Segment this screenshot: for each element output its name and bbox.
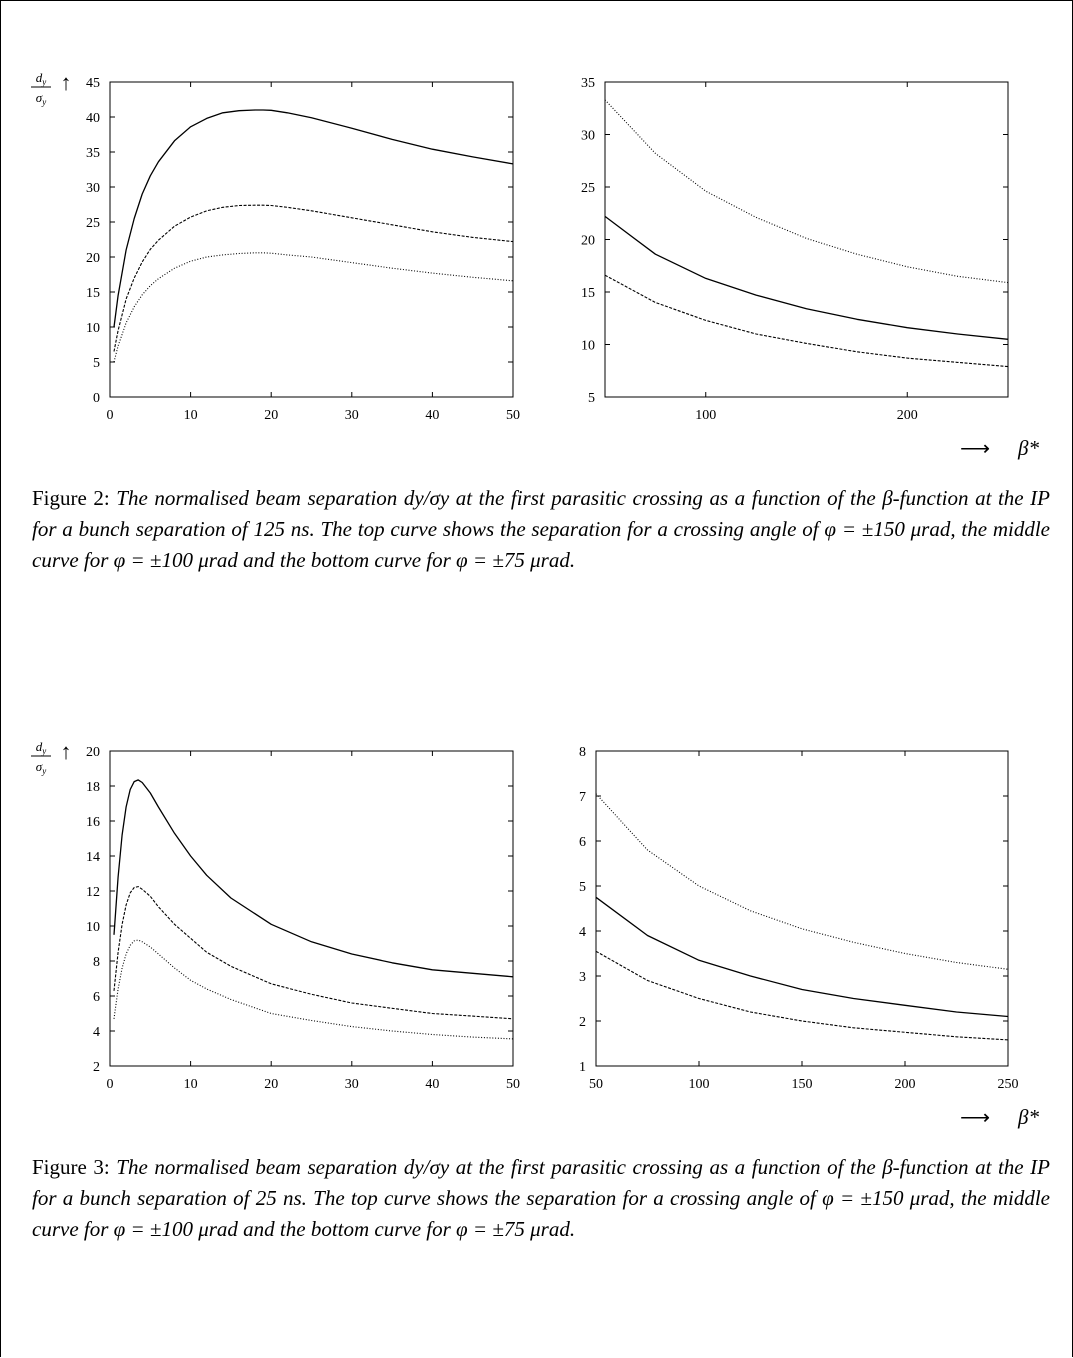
y-tick-label: 25 xyxy=(581,181,595,196)
y-tick-label: 45 xyxy=(86,76,100,91)
y-tick-label: 35 xyxy=(581,76,595,91)
y-tick-label: 14 xyxy=(86,850,100,865)
x-tick-label: 10 xyxy=(184,1077,198,1092)
series-line-dashed xyxy=(595,950,1009,1041)
y-tick-label: 5 xyxy=(579,880,586,895)
y-tick-label: 12 xyxy=(86,885,100,900)
x-tick-label: 150 xyxy=(792,1077,813,1092)
series-line-dotted xyxy=(604,99,1009,284)
x-label-arrow: ⟶ xyxy=(960,436,990,460)
x-tick-label: 40 xyxy=(425,408,439,423)
series-line-dotted xyxy=(113,252,514,363)
chart-fig2-right: 100 200 5 10 15 20 25 30 35 xyxy=(581,76,1009,423)
y-tick-label: 0 xyxy=(93,391,100,406)
figure-3-caption: Figure 3: The normalised beam separation… xyxy=(32,1152,1050,1245)
y-label-numerator: dy xyxy=(36,739,47,756)
series-line-dotted xyxy=(113,939,514,1040)
x-tick-label: 20 xyxy=(264,1077,278,1092)
figure-3-caption-body: The normalised beam separation dy/σy at … xyxy=(32,1155,1050,1241)
x-tick-label: 20 xyxy=(264,408,278,423)
y-label-numerator-sub: y xyxy=(41,77,46,87)
chart-fig3-left: 0 10 20 30 40 50 2 4 6 8 10 12 14 16 18 20 xyxy=(86,745,520,1092)
y-tick-label: 10 xyxy=(86,920,100,935)
y-tick-label: 1 xyxy=(579,1060,586,1075)
series-line-solid xyxy=(604,215,1009,340)
y-tick-label: 7 xyxy=(579,790,586,805)
y-tick-label: 2 xyxy=(93,1060,100,1075)
y-tick-label: 15 xyxy=(581,286,595,301)
y-tick-label: 10 xyxy=(86,321,100,336)
y-tick-label: 20 xyxy=(581,234,595,249)
series-line-dashed xyxy=(113,886,514,1020)
x-axis-label-fig3: ⟶ β* xyxy=(960,1105,1039,1129)
y-label-denominator-sub: y xyxy=(41,97,46,107)
y-tick-label: 4 xyxy=(579,925,586,940)
y-tick-label: 20 xyxy=(86,745,100,760)
series-line-dotted xyxy=(595,793,1009,970)
chart-fig3-right: 50 100 150 200 250 1 2 3 4 5 6 7 8 xyxy=(579,745,1019,1092)
y-axis-label-fig2: dy σy ↑ xyxy=(31,70,72,107)
y-tick-label: 35 xyxy=(86,146,100,161)
x-tick-label: 200 xyxy=(895,1077,916,1092)
series-line-dashed xyxy=(604,274,1009,368)
y-tick-label: 6 xyxy=(93,990,100,1005)
x-tick-label: 40 xyxy=(425,1077,439,1092)
x-tick-label: 10 xyxy=(184,408,198,423)
y-tick-label: 30 xyxy=(86,181,100,196)
y-label-arrow: ↑ xyxy=(61,70,72,95)
y-label-denominator: σy xyxy=(36,759,46,776)
plot-frame xyxy=(109,750,514,1067)
x-tick-label: 30 xyxy=(345,1077,359,1092)
y-label-denominator-sub: y xyxy=(41,766,46,776)
y-label-arrow: ↑ xyxy=(61,739,72,764)
y-tick-label: 8 xyxy=(579,745,586,760)
y-axis-label-fig3: dy σy ↑ xyxy=(31,739,72,776)
y-tick-label: 25 xyxy=(86,216,100,231)
x-tick-label: 50 xyxy=(506,408,520,423)
series-line-dashed xyxy=(113,204,514,352)
figure-2-caption: Figure 2: The normalised beam separation… xyxy=(32,483,1050,576)
y-tick-label: 8 xyxy=(93,955,100,970)
y-tick-label: 40 xyxy=(86,111,100,126)
x-tick-label: 200 xyxy=(897,408,918,423)
x-tick-label: 30 xyxy=(345,408,359,423)
x-label-beta: β* xyxy=(1017,436,1039,460)
figure-2-caption-body: The normalised beam separation dy/σy at … xyxy=(32,486,1050,572)
y-tick-label: 18 xyxy=(86,780,100,795)
x-tick-label: 0 xyxy=(107,408,114,423)
x-label-arrow: ⟶ xyxy=(960,1105,990,1129)
series-line-solid xyxy=(113,109,514,328)
chart-fig2-left: 0 10 20 30 40 50 0 5 10 15 20 25 30 35 40 45 xyxy=(86,76,520,423)
y-tick-label: 15 xyxy=(86,286,100,301)
x-tick-label: 50 xyxy=(506,1077,520,1092)
x-tick-label: 50 xyxy=(589,1077,603,1092)
y-tick-label: 16 xyxy=(86,815,100,830)
y-tick-label: 20 xyxy=(86,251,100,266)
y-tick-label: 5 xyxy=(93,356,100,371)
x-axis-label-fig2: ⟶ β* xyxy=(960,436,1039,460)
y-label-numerator-sub: y xyxy=(41,746,46,756)
y-tick-label: 2 xyxy=(579,1015,586,1030)
x-tick-label: 0 xyxy=(107,1077,114,1092)
plot-frame xyxy=(595,750,1009,1067)
series-line-solid xyxy=(113,779,514,978)
y-label-denominator: σy xyxy=(36,90,46,107)
y-tick-label: 5 xyxy=(588,391,595,406)
figure-2-caption-lead: Figure 2: xyxy=(32,486,110,510)
y-tick-label: 10 xyxy=(581,339,595,354)
y-tick-label: 3 xyxy=(579,970,586,985)
y-tick-label: 6 xyxy=(579,835,586,850)
figure-3-caption-lead: Figure 3: xyxy=(32,1155,110,1179)
y-tick-label: 30 xyxy=(581,129,595,144)
x-tick-label: 250 xyxy=(998,1077,1019,1092)
x-tick-label: 100 xyxy=(689,1077,710,1092)
series-line-solid xyxy=(595,896,1009,1018)
y-tick-label: 4 xyxy=(93,1025,100,1040)
y-label-numerator: dy xyxy=(36,70,47,87)
x-label-beta: β* xyxy=(1017,1105,1039,1129)
x-tick-label: 100 xyxy=(695,408,716,423)
plot-frame xyxy=(109,81,514,398)
